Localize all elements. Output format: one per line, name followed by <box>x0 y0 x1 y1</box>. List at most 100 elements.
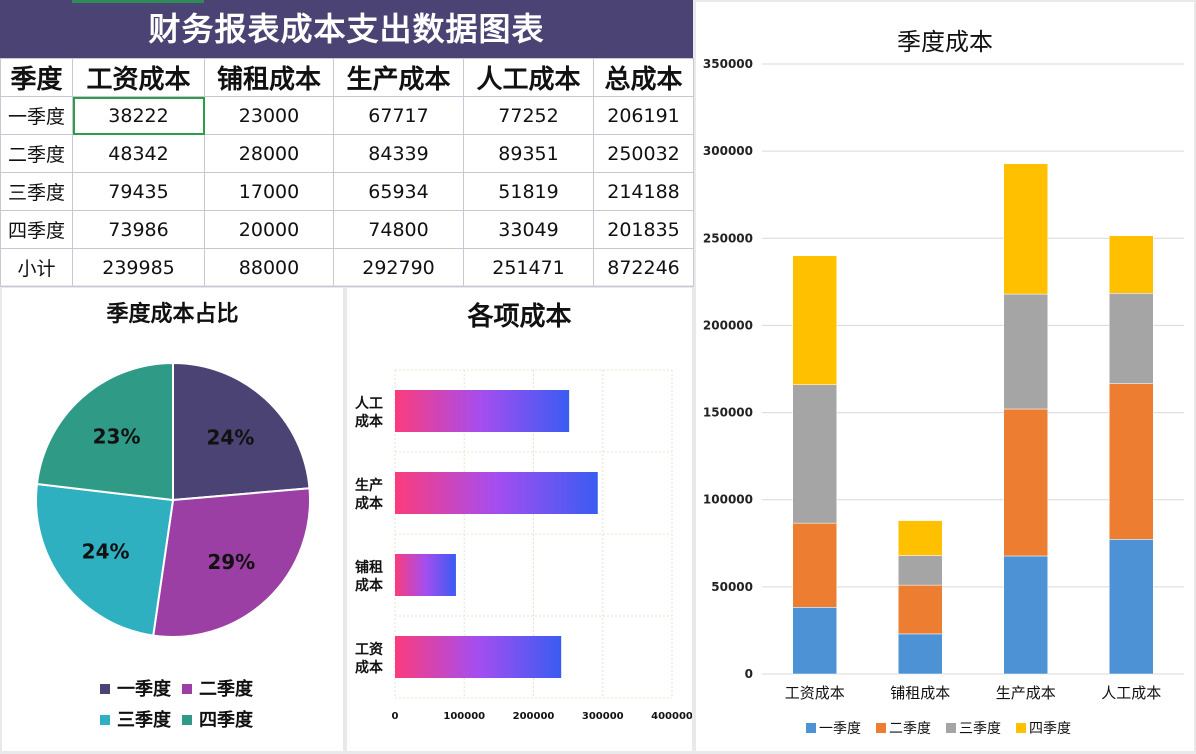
bar <box>395 636 562 678</box>
bar-chart-panel[interactable]: 各项成本 0 100000 200000 300000 400000 工资 成本 铺租 成本 生产… <box>347 288 692 751</box>
table-cell[interactable]: 79435 <box>72 172 205 211</box>
table-cell[interactable]: 239985 <box>72 248 205 287</box>
y-tick-label: 铺租 <box>355 559 383 576</box>
y-tick-label: 250000 <box>703 231 753 245</box>
table-cell-selected[interactable]: 38222 <box>72 96 205 135</box>
stacked-column-chart: 0 50000 100000 150000 200000 250000 300000 3500… <box>703 57 1184 737</box>
x-tick-label: 100000 <box>443 711 485 722</box>
stacked-bar-segment <box>1109 539 1154 675</box>
x-tick-label: 工资成本 <box>785 684 845 702</box>
pie-chart-panel[interactable]: 季度成本占比 24% 29% 24% 23% 一季度 二季度 三季度 四季度 <box>2 288 343 751</box>
x-tick-label: 生产成本 <box>996 684 1056 702</box>
table-cell[interactable]: 292790 <box>333 248 464 287</box>
legend-swatch <box>100 715 110 725</box>
table-cell[interactable]: 20000 <box>204 210 334 249</box>
table-cell[interactable]: 48342 <box>72 134 205 173</box>
legend-swatch <box>876 723 886 733</box>
stacked-bar-segment <box>1003 163 1048 295</box>
table-cell[interactable]: 89351 <box>463 134 594 173</box>
legend-swatch <box>806 723 816 733</box>
bar <box>395 554 456 596</box>
table-row: 二季度 48342 28000 84339 89351 250032 <box>0 134 694 173</box>
table-cell[interactable]: 17000 <box>204 172 334 211</box>
pie-slice <box>152 487 311 638</box>
table-row-subtotal: 小计 239985 88000 292790 251471 872246 <box>0 248 694 287</box>
table-row: 三季度 79435 17000 65934 51819 214188 <box>0 172 694 211</box>
header-production-cost[interactable]: 生产成本 <box>333 58 464 97</box>
stacked-bar-segment <box>1003 555 1048 675</box>
y-tick-label: 0 <box>745 667 753 681</box>
table-cell[interactable]: 77252 <box>463 96 594 135</box>
row-label[interactable]: 三季度 <box>0 172 73 211</box>
row-label[interactable]: 二季度 <box>0 134 73 173</box>
stacked-bar-segment <box>898 584 943 635</box>
table-cell[interactable]: 51819 <box>463 172 594 211</box>
header-rent-cost[interactable]: 铺租成本 <box>204 58 334 97</box>
legend-label: 二季度 <box>199 678 254 700</box>
table-cell[interactable]: 33049 <box>463 210 594 249</box>
table-cell[interactable]: 73986 <box>72 210 205 249</box>
table-cell[interactable]: 84339 <box>333 134 464 173</box>
pie-chart-title: 季度成本占比 <box>106 302 239 327</box>
legend-label: 一季度 <box>117 678 172 700</box>
legend-swatch <box>182 715 192 725</box>
legend-label: 三季度 <box>959 721 1001 737</box>
legend-swatch <box>100 684 110 694</box>
pie-slice <box>35 482 175 637</box>
header-salary-cost[interactable]: 工资成本 <box>72 58 205 97</box>
legend-swatch <box>1016 723 1026 733</box>
x-tick-label: 铺租成本 <box>890 684 950 702</box>
stacked-bar-segment <box>792 384 837 524</box>
header-quarter[interactable]: 季度 <box>0 58 73 97</box>
table-cell[interactable]: 88000 <box>204 248 334 287</box>
column-selection-indicator <box>72 0 204 3</box>
x-tick-label: 人工成本 <box>1101 684 1161 702</box>
table-cell[interactable]: 65934 <box>333 172 464 211</box>
y-tick-label: 成本 <box>355 577 384 594</box>
y-tick-label: 人工 <box>355 395 383 412</box>
legend-swatch <box>182 684 192 694</box>
table-cell[interactable]: 201835 <box>593 210 694 249</box>
cost-table-panel: 财务报表成本支出数据图表 季度 工资成本 铺租成本 生产成本 人工成本 总成本 … <box>0 0 694 287</box>
stacked-bar-segment <box>898 520 943 556</box>
header-labor-cost[interactable]: 人工成本 <box>463 58 594 97</box>
stacked-bar-segment <box>1003 293 1048 410</box>
table-cell[interactable]: 206191 <box>593 96 694 135</box>
bar <box>395 390 570 432</box>
legend-swatch <box>946 723 956 733</box>
stacked-bar-segment <box>792 607 837 675</box>
row-label[interactable]: 四季度 <box>0 210 73 249</box>
row-label[interactable]: 小计 <box>0 248 73 287</box>
y-tick-label: 50000 <box>711 580 753 594</box>
pie-data-label: 24% <box>207 425 255 449</box>
bar <box>395 472 598 514</box>
x-tick-label: 400000 <box>651 711 692 722</box>
pie-data-label: 24% <box>82 540 130 564</box>
y-tick-label: 150000 <box>703 406 753 420</box>
pie-slice <box>172 361 311 502</box>
table-cell[interactable]: 872246 <box>593 248 694 287</box>
legend-label: 一季度 <box>819 721 861 737</box>
row-label[interactable]: 一季度 <box>0 96 73 135</box>
table-title: 财务报表成本支出数据图表 <box>0 0 693 58</box>
table-cell[interactable]: 251471 <box>463 248 594 287</box>
cost-table: 季度 工资成本 铺租成本 生产成本 人工成本 总成本 一季度 38222 230… <box>0 58 694 287</box>
table-cell[interactable]: 214188 <box>593 172 694 211</box>
table-cell[interactable]: 28000 <box>204 134 334 173</box>
y-tick-label: 200000 <box>703 318 753 332</box>
legend-label: 四季度 <box>1029 721 1071 737</box>
header-total-cost[interactable]: 总成本 <box>593 58 694 97</box>
stacked-bar-segment <box>898 633 943 675</box>
table-cell[interactable]: 67717 <box>333 96 464 135</box>
y-tick-label: 100000 <box>703 493 753 507</box>
stacked-bar-segment <box>792 522 837 608</box>
table-cell[interactable]: 250032 <box>593 134 694 173</box>
stacked-bar-segment <box>1003 408 1048 557</box>
stacked-column-chart-panel[interactable]: 季度成本 0 50000 100000 150000 200000 250000 30000… <box>696 2 1194 751</box>
table-cell[interactable]: 23000 <box>204 96 334 135</box>
y-tick-label: 生产 <box>355 477 383 494</box>
stacked-bar-segment <box>792 255 837 385</box>
table-cell[interactable]: 74800 <box>333 210 464 249</box>
y-tick-label: 350000 <box>703 57 753 71</box>
